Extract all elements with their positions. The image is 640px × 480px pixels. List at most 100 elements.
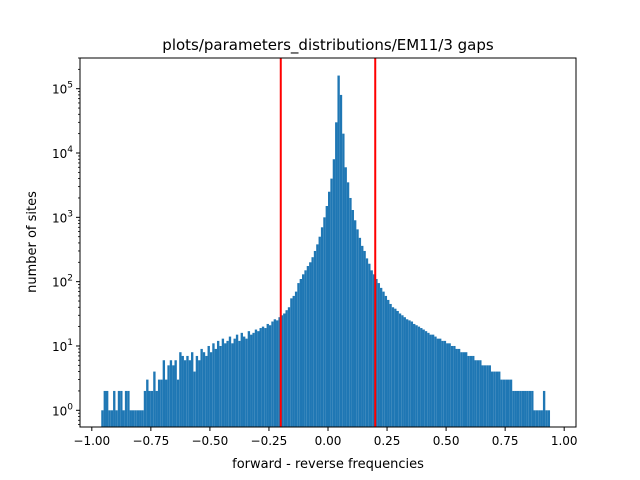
histogram-bar [493, 371, 496, 427]
histogram-bar [467, 355, 470, 427]
histogram-bar [131, 410, 135, 427]
histogram-bar [278, 317, 281, 427]
histogram-bar [453, 345, 456, 427]
histogram-bar [531, 390, 534, 427]
histogram-bar [245, 338, 248, 427]
histogram-bar [150, 390, 154, 427]
histogram-bar [292, 295, 295, 427]
histogram-bar [408, 320, 411, 427]
histogram-bar [233, 338, 236, 427]
histogram-bar [344, 167, 347, 427]
histogram-bar [186, 355, 189, 427]
histogram-bar [216, 340, 220, 427]
x-tick-label: 0.25 [374, 434, 401, 448]
histogram-bar [472, 355, 475, 427]
histogram-bar [283, 313, 286, 427]
histogram-bar [214, 348, 217, 427]
histogram-bar [297, 283, 300, 427]
histogram-bar [379, 287, 383, 427]
histogram-bar [462, 352, 465, 427]
x-tick-label: −0.50 [192, 434, 229, 448]
histogram-bar [165, 379, 168, 427]
histogram-bar [290, 298, 293, 427]
histogram-bar [261, 326, 265, 427]
histogram-bar [108, 410, 111, 427]
histogram-bar [394, 308, 397, 427]
histogram-bar [153, 371, 156, 427]
histogram-bar [113, 390, 116, 427]
histogram-bar [351, 210, 354, 427]
histogram-bar [450, 345, 454, 427]
histogram-bar [115, 410, 118, 427]
histogram-bar [200, 348, 203, 427]
histogram-bar [209, 352, 213, 427]
histogram-bar [448, 343, 451, 427]
histogram-bar [498, 371, 501, 427]
histogram-bar [183, 360, 187, 427]
histogram-bar [396, 310, 399, 427]
histogram-bar [148, 390, 151, 427]
histogram-bar [235, 334, 239, 427]
histogram-bar [205, 355, 208, 427]
histogram-bar [172, 365, 175, 427]
histogram-bar [413, 323, 416, 427]
histogram-bar [488, 365, 491, 427]
histogram-bar [176, 379, 180, 427]
histogram-bar [202, 352, 206, 427]
histogram-bar [219, 345, 222, 427]
histogram-bar [483, 365, 487, 427]
histogram-bar [521, 390, 525, 427]
histogram-bar [304, 270, 307, 427]
x-tick-label: 0.50 [433, 434, 460, 448]
histogram-bar [405, 319, 409, 427]
histogram-bar [512, 390, 515, 427]
histogram-bar [330, 178, 333, 427]
histogram-bar [174, 360, 177, 427]
histogram-bar [101, 410, 104, 427]
histogram-bar [439, 338, 442, 427]
histogram-bar [424, 331, 428, 427]
histogram-bar [339, 94, 343, 428]
histogram-bar [526, 390, 529, 427]
y-axis-label: number of sites [25, 191, 40, 293]
x-tick-label: 1.00 [551, 434, 578, 448]
histogram-bar [110, 410, 114, 427]
histogram-bar [207, 345, 210, 427]
histogram-bar [372, 274, 376, 427]
histogram-bar [547, 410, 551, 427]
histogram-bar [542, 390, 546, 427]
histogram-bar [117, 390, 121, 427]
y-tick-label: 101 [52, 338, 73, 354]
histogram-bar [136, 410, 140, 427]
histogram-bar [257, 331, 260, 427]
y-axis-minor-ticks [78, 57, 80, 425]
histogram-bar [486, 365, 489, 427]
histogram-bar [431, 334, 435, 427]
histogram-bar [198, 360, 201, 427]
histogram-bar [441, 340, 444, 427]
histogram-bar [250, 334, 253, 427]
histogram-bar [129, 410, 132, 427]
histogram-bar [268, 325, 272, 427]
histogram-bar [221, 338, 225, 427]
histogram-bar [195, 355, 199, 427]
histogram-bar [103, 390, 106, 427]
histogram-bar [302, 274, 305, 427]
histogram-bar [387, 299, 390, 427]
histogram-bar [313, 250, 317, 427]
histogram-bar [120, 390, 123, 427]
histogram-bar [464, 352, 468, 427]
histogram-bar [105, 390, 109, 427]
histogram-bar [507, 379, 510, 427]
histogram-bar [474, 360, 477, 427]
histogram-bar [157, 379, 161, 427]
histogram-bars [101, 75, 551, 428]
histogram-bar [280, 315, 284, 427]
x-tick-label: 0.75 [492, 434, 519, 448]
histogram-bar [490, 371, 494, 427]
histogram-bar [349, 197, 352, 427]
histogram-bar [252, 332, 255, 427]
histogram-bar [415, 325, 418, 427]
histogram-bar [502, 379, 506, 427]
